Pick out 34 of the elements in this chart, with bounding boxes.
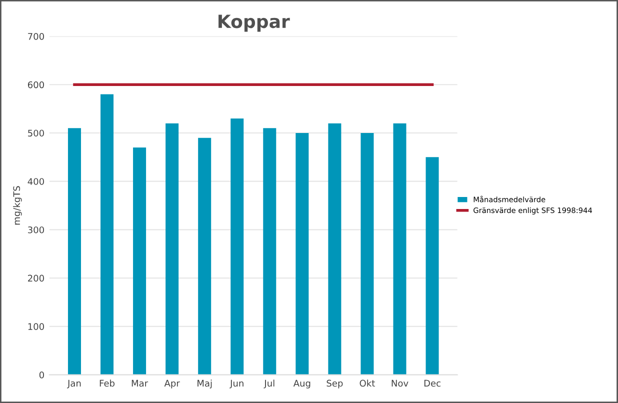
x-tick-label: Feb bbox=[100, 380, 115, 387]
y-tick-label: 600 bbox=[28, 81, 44, 88]
bar bbox=[296, 132, 309, 375]
bar bbox=[166, 123, 179, 375]
y-axis-title: mg/kgTS bbox=[13, 186, 22, 225]
y-tick-label: 700 bbox=[28, 33, 44, 40]
bar bbox=[426, 157, 439, 375]
x-tick-label: Jan bbox=[67, 380, 81, 388]
bar bbox=[68, 128, 81, 375]
bar bbox=[100, 94, 114, 375]
x-tick-label: Okt bbox=[360, 380, 375, 387]
x-tick-label: Nov bbox=[392, 380, 408, 387]
bar bbox=[198, 138, 212, 375]
y-tick-label: 300 bbox=[28, 226, 44, 234]
y-tick-label: 0 bbox=[39, 372, 44, 378]
bar bbox=[360, 132, 374, 375]
x-tick-label: Jun bbox=[230, 380, 244, 388]
x-tick-label: Jul bbox=[264, 380, 274, 388]
x-tick-label: Dec bbox=[424, 380, 440, 387]
bar bbox=[263, 128, 276, 375]
x-tick-label: Apr bbox=[164, 380, 180, 388]
bar bbox=[230, 118, 244, 375]
bar bbox=[133, 148, 146, 375]
x-tick-label: Sep bbox=[326, 380, 343, 388]
y-tick-label: 500 bbox=[28, 130, 44, 137]
bar bbox=[328, 123, 342, 375]
x-tick-label: Aug bbox=[293, 380, 310, 388]
y-tick-label: 200 bbox=[28, 274, 44, 282]
x-tick-label: Maj bbox=[198, 380, 212, 388]
bar bbox=[393, 123, 406, 375]
y-tick-label: 100 bbox=[28, 323, 44, 330]
chart-title: Koppar bbox=[218, 14, 290, 32]
x-tick-label: Mar bbox=[132, 380, 148, 387]
y-tick-label: 400 bbox=[28, 178, 44, 185]
